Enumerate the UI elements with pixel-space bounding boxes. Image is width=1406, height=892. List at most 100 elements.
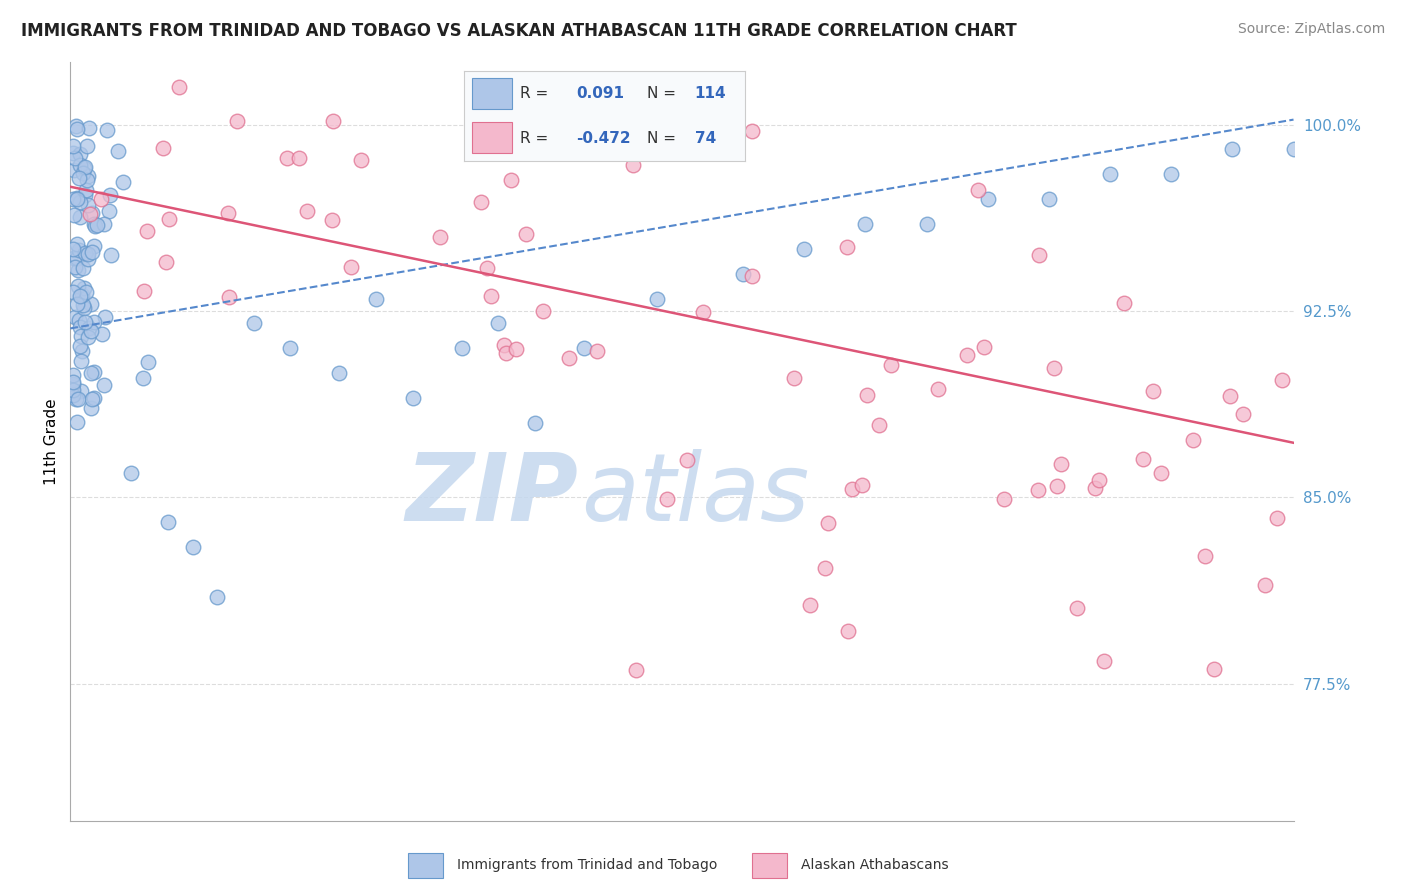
Point [73, 161, 96, 175]
Point [62, 285, 84, 300]
Text: Immigrants from Trinidad and Tobago: Immigrants from Trinidad and Tobago [457, 858, 717, 872]
Point [1099, 167, 1122, 181]
Point [80, 325, 103, 339]
Point [993, 492, 1015, 507]
Point [967, 183, 990, 197]
Point [475, 260, 498, 275]
Point [66, 251, 89, 265]
Point [955, 348, 977, 362]
Point [80, 392, 103, 407]
Point [915, 217, 938, 231]
Point [62, 192, 84, 206]
Point [72, 344, 94, 359]
Point [851, 477, 873, 491]
Point [1042, 360, 1064, 375]
Point [80, 401, 103, 416]
Text: R =: R = [520, 87, 548, 101]
Point [157, 212, 180, 227]
Point [1028, 248, 1050, 262]
Point [96, 122, 118, 136]
Point [1182, 434, 1205, 448]
Text: -0.472: -0.472 [576, 131, 631, 145]
Point [77, 321, 100, 335]
Point [1150, 466, 1173, 480]
Point [72, 260, 94, 275]
Point [90, 192, 112, 206]
Point [492, 337, 515, 351]
Point [657, 492, 679, 507]
Bar [752, 853, 787, 878]
Point [349, 153, 371, 167]
Point [1254, 578, 1277, 592]
Point [328, 366, 350, 380]
Point [1028, 483, 1050, 497]
Point [77, 121, 100, 136]
Point [1282, 143, 1305, 157]
Point [1270, 373, 1292, 387]
Text: 114: 114 [695, 87, 725, 101]
Point [75, 315, 97, 329]
Point [783, 371, 806, 385]
Text: IMMIGRANTS FROM TRINIDAD AND TOBAGO VS ALASKAN ATHABASCAN 11TH GRADE CORRELATION: IMMIGRANTS FROM TRINIDAD AND TOBAGO VS A… [21, 22, 1017, 40]
Point [157, 516, 180, 530]
Point [1232, 407, 1254, 421]
Point [1092, 655, 1115, 669]
Point [62, 388, 84, 402]
Point [1050, 457, 1073, 471]
Y-axis label: 11th Grade: 11th Grade [44, 398, 59, 485]
Text: atlas: atlas [582, 449, 810, 541]
Point [135, 224, 157, 238]
Point [69, 289, 91, 303]
Point [217, 206, 239, 220]
Point [1066, 601, 1088, 615]
Point [470, 195, 492, 210]
Point [66, 297, 89, 311]
Point [72, 288, 94, 302]
Point [80, 297, 103, 311]
Point [97, 204, 120, 219]
Point [1112, 296, 1135, 310]
Point [83, 239, 105, 253]
Point [1204, 662, 1226, 676]
Point [1265, 510, 1288, 524]
Point [167, 80, 190, 95]
Point [621, 158, 644, 172]
Point [83, 391, 105, 405]
Point [79, 207, 101, 221]
Point [98, 187, 121, 202]
Point [136, 355, 159, 369]
Point [297, 204, 319, 219]
Point [63, 163, 86, 178]
Point [86, 218, 108, 232]
Point [65, 392, 87, 407]
Point [488, 317, 510, 331]
Point [402, 391, 425, 405]
Point [1046, 479, 1069, 493]
Point [676, 453, 699, 467]
Bar [472, 122, 512, 153]
Point [83, 365, 105, 379]
Point [692, 305, 714, 319]
Point [93, 377, 115, 392]
Point [77, 247, 100, 261]
Point [626, 664, 648, 678]
Point [76, 139, 98, 153]
Point [76, 183, 98, 197]
Point [73, 281, 96, 295]
Point [155, 255, 177, 269]
Point [66, 279, 89, 293]
Point [1220, 143, 1243, 157]
Point [1088, 473, 1111, 487]
Point [66, 236, 89, 251]
Point [973, 340, 995, 354]
Bar [472, 78, 512, 109]
Point [66, 122, 89, 136]
Point [558, 351, 581, 365]
Point [76, 173, 98, 187]
Point [77, 330, 100, 344]
Point [76, 169, 98, 183]
Point [82, 244, 104, 259]
Point [76, 252, 98, 267]
Point [63, 310, 86, 324]
Point [585, 343, 607, 358]
